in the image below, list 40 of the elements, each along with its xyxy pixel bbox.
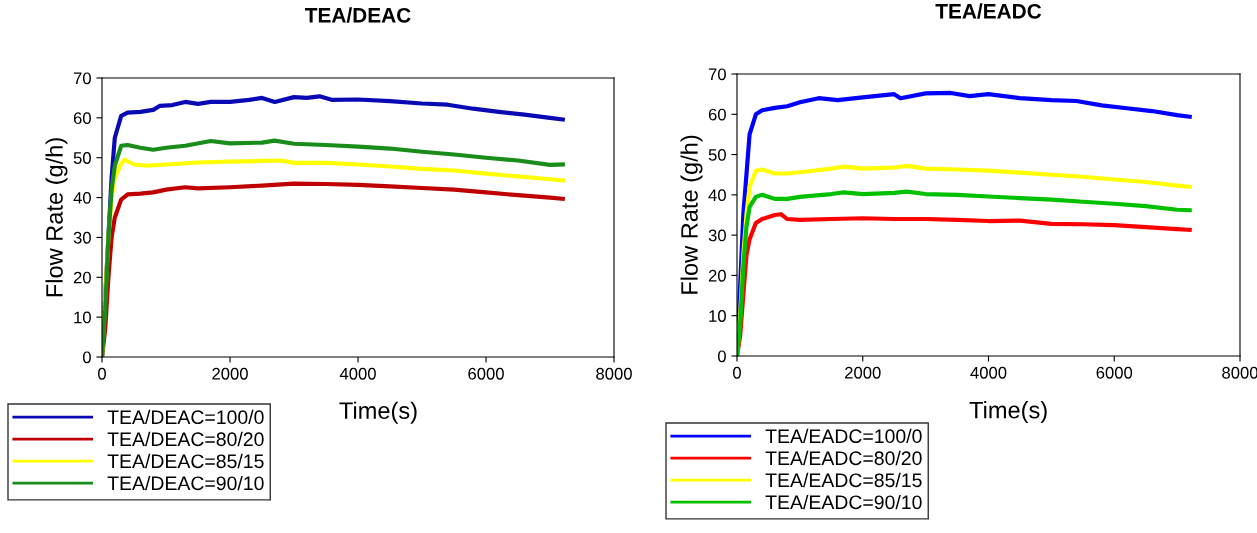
y-tick-label: 0 <box>82 351 91 364</box>
y-tick-label: 50 <box>708 148 726 161</box>
x-axis-title: Time(s) <box>339 401 417 424</box>
y-tick-label: 40 <box>73 191 91 204</box>
legend-label: TEA/DEAC=80/20 <box>107 431 264 447</box>
x-tick-label: 2000 <box>212 367 248 380</box>
x-tick-label: 0 <box>733 366 741 379</box>
legend-label: TEA/EADC=80/20 <box>765 450 922 466</box>
y-tick-label: 0 <box>717 350 726 363</box>
y-tick-label: 70 <box>708 68 726 81</box>
chart-title: TEA/EADC <box>935 3 1042 19</box>
y-tick-label: 30 <box>708 229 726 242</box>
x-tick-label: 0 <box>98 367 106 380</box>
y-tick-label: 60 <box>73 112 91 125</box>
legend-label: TEA/EADC=90/10 <box>765 494 922 510</box>
x-tick-label: 6000 <box>468 367 504 380</box>
x-tick-label: 4000 <box>970 366 1007 379</box>
y-tick-label: 40 <box>708 189 726 202</box>
x-tick-label: 2000 <box>845 366 881 379</box>
legend-label: TEA/DEAC=90/10 <box>107 475 264 491</box>
x-tick-label: 8000 <box>596 367 632 380</box>
legend-label: TEA/DEAC=85/15 <box>107 453 264 469</box>
y-tick-label: 10 <box>74 311 91 324</box>
y-tick-label: 20 <box>708 269 726 282</box>
x-tick-label: 8000 <box>1222 366 1257 379</box>
legend-label: TEA/EADC=85/15 <box>765 472 922 488</box>
y-tick-label: 70 <box>73 72 91 85</box>
legend-label: TEA/DEAC=100/0 <box>107 409 264 425</box>
legend-label: TEA/EADC=100/0 <box>765 428 922 444</box>
x-tick-label: 6000 <box>1096 366 1133 379</box>
y-tick-label: 60 <box>708 108 726 121</box>
x-tick-label: 4000 <box>339 367 376 380</box>
y-tick-label: 20 <box>73 271 91 284</box>
y-tick-label: 10 <box>709 310 726 322</box>
x-axis-title: Time(s) <box>969 401 1047 424</box>
y-axis-title: Flow Rate (g/h) <box>680 135 703 294</box>
chart-title: TEA/DEAC <box>304 7 411 23</box>
y-tick-label: 50 <box>73 152 91 164</box>
y-tick-label: 30 <box>73 231 91 244</box>
y-axis-title: Flow Rate (g/h) <box>45 138 68 297</box>
